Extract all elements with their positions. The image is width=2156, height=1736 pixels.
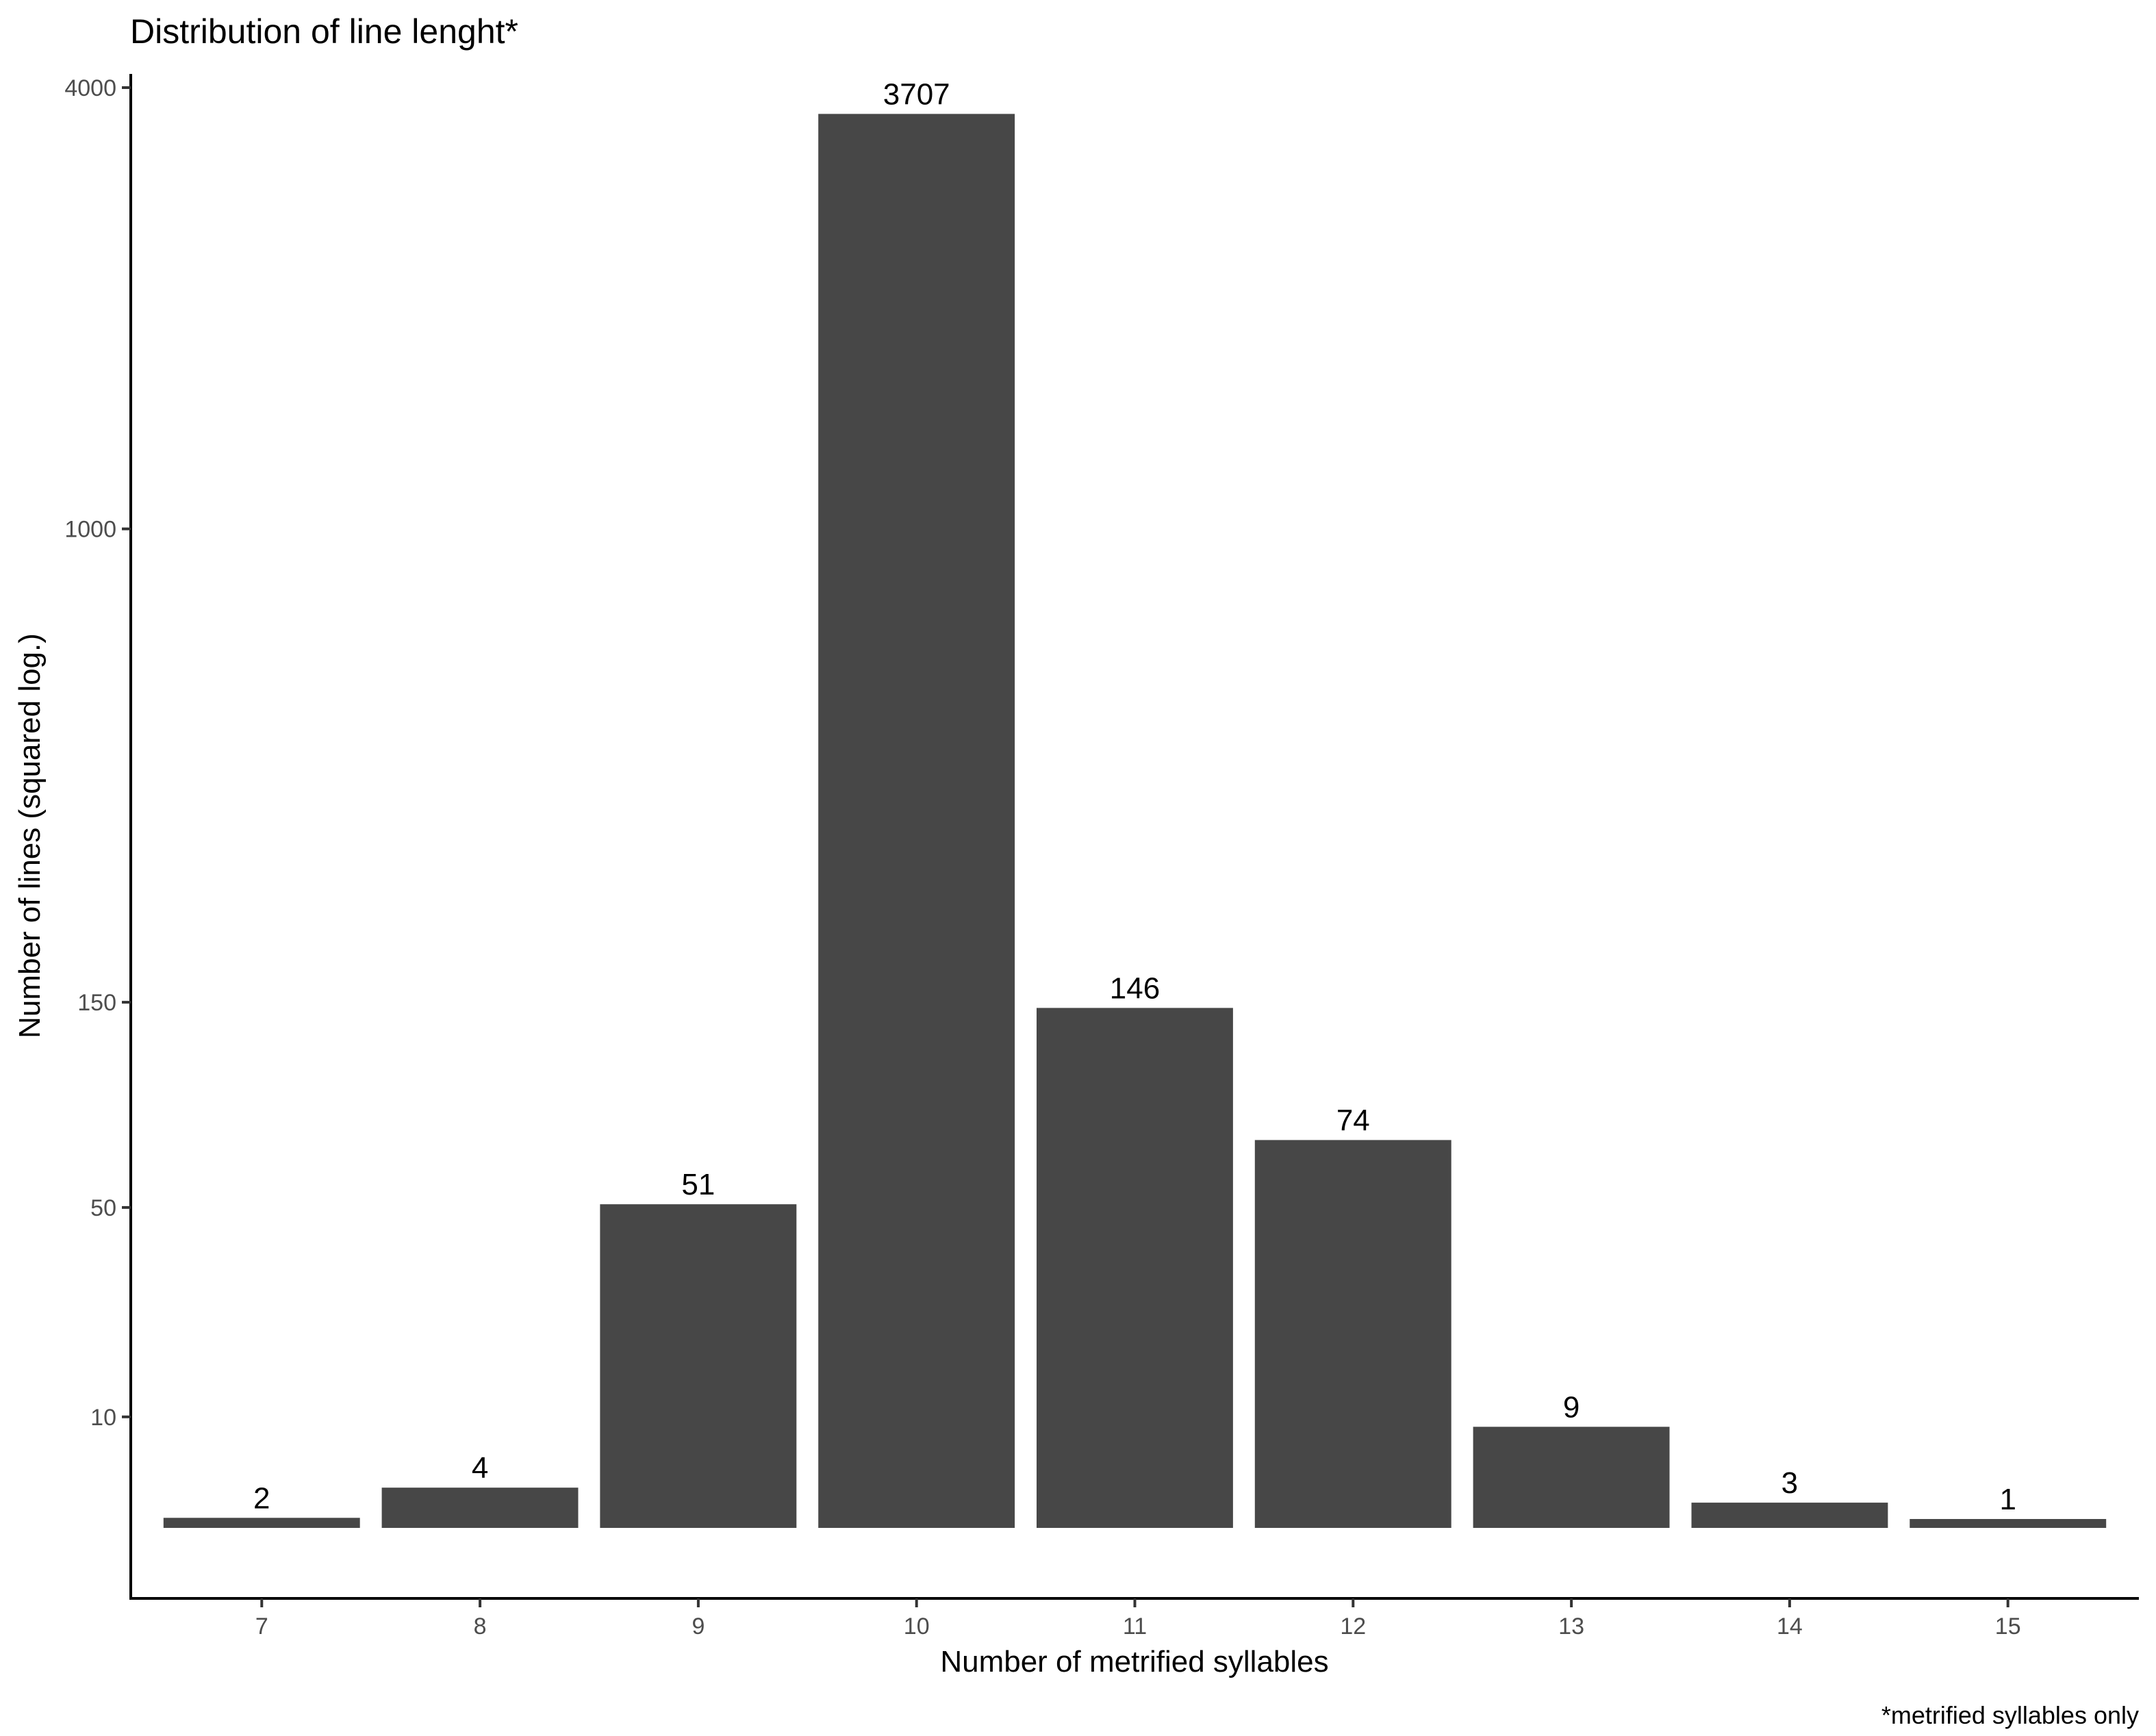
bar-11 [1037,1008,1233,1528]
x-ticks-layer: 7 8 9 10 11 12 13 14 15 [255,1598,2021,1639]
data-label-10: 3707 [883,77,950,111]
bar-10 [818,114,1015,1529]
x-tick-label-14: 14 [1777,1613,1803,1639]
data-label-8: 4 [472,1451,488,1485]
chart-title: Distribution of line lenght* [130,12,518,51]
bar-12 [1254,1140,1451,1528]
bar-7 [163,1518,360,1528]
y-axis-title: Number of lines (squared log.) [13,633,47,1038]
x-tick-label-10: 10 [904,1613,930,1639]
x-axis-title: Number of metrified syllables [940,1645,1328,1678]
bar-13 [1473,1427,1670,1528]
data-label-7: 2 [253,1481,270,1515]
x-tick-label-11: 11 [1123,1613,1147,1639]
x-tick-label-12: 12 [1340,1613,1366,1639]
x-tick-label-8: 8 [474,1613,487,1639]
data-labels-layer: 2 4 51 3707 146 74 9 3 1 [253,77,2016,1516]
data-label-12: 74 [1336,1103,1370,1137]
data-label-9: 51 [681,1168,715,1201]
bar-15 [1910,1519,2107,1528]
x-tick-label-13: 13 [1558,1613,1584,1639]
chart-caption: *metrified syllables only [1881,1701,2139,1729]
bar-9 [600,1204,797,1528]
y-tick-label-150: 150 [77,990,116,1016]
data-label-15: 1 [1999,1483,2016,1516]
x-tick-label-15: 15 [1995,1613,2021,1639]
y-tick-label-1000: 1000 [64,517,116,543]
y-tick-label-50: 50 [90,1195,116,1221]
data-label-13: 9 [1563,1390,1580,1424]
x-tick-label-7: 7 [255,1613,268,1639]
data-label-11: 146 [1110,971,1160,1005]
y-tick-label-10: 10 [90,1405,116,1431]
bar-8 [381,1488,579,1528]
bars-layer [163,114,2107,1529]
bar-14 [1691,1503,1888,1528]
y-ticks-layer: 10 50 150 1000 4000 [64,75,131,1431]
data-label-14: 3 [1781,1466,1798,1500]
x-tick-label-9: 9 [692,1613,705,1639]
y-tick-label-4000: 4000 [64,75,116,101]
